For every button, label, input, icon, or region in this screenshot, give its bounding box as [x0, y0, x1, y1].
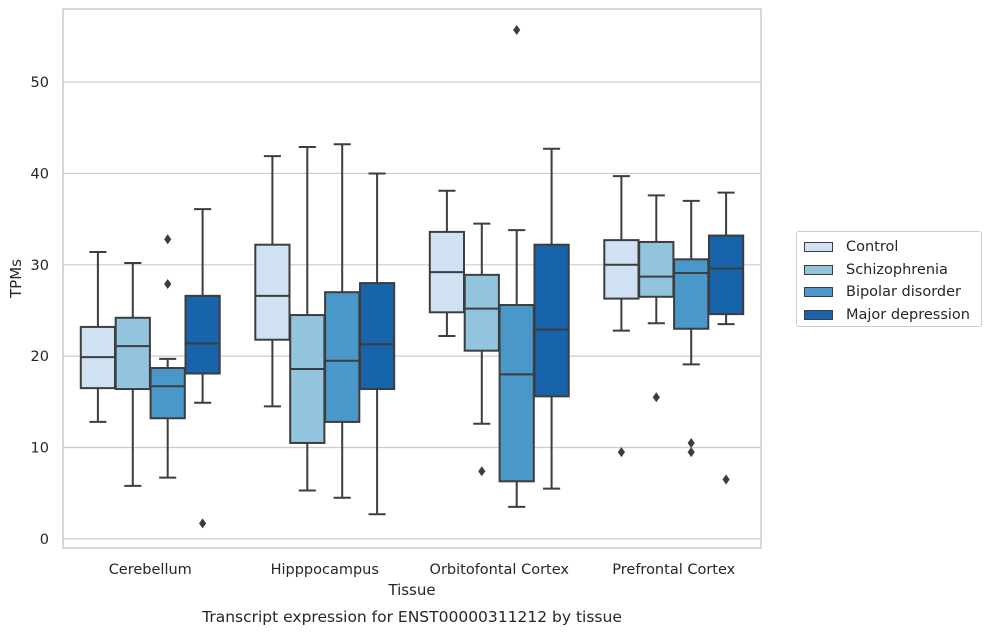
- y-tick-label: 40: [31, 166, 49, 182]
- box-iqr: [673, 258, 710, 330]
- plot-frame: [62, 8, 762, 549]
- grid-lines: [63, 81, 761, 540]
- legend-swatch: [804, 309, 833, 320]
- box-iqr: [114, 316, 151, 391]
- y-axis-label: TPMs: [7, 259, 25, 299]
- box-3-3: [707, 191, 745, 485]
- outlier-point: [652, 392, 660, 403]
- legend-label: Schizophrenia: [846, 261, 948, 278]
- legend-item: Bipolar disorder: [804, 281, 981, 304]
- outlier-point: [513, 25, 521, 36]
- y-tick-label: 10: [31, 441, 49, 457]
- box-iqr: [498, 303, 535, 483]
- box-2-2: [498, 25, 535, 508]
- legend-item: Major depression: [804, 304, 981, 327]
- legend-label: Major depression: [846, 306, 970, 323]
- x-tick-label: Hipppocampus: [271, 562, 379, 578]
- box-1-2: [324, 143, 361, 499]
- box-3-2: [673, 199, 710, 458]
- outlier-point: [478, 466, 486, 477]
- legend-label: Bipolar disorder: [846, 284, 961, 301]
- box-0-3: [184, 208, 221, 529]
- y-tick-label: 20: [31, 349, 49, 365]
- legend-swatch: [804, 287, 833, 298]
- box-1-1: [289, 145, 326, 492]
- box-iqr: [603, 239, 640, 300]
- box-0-2: [149, 234, 186, 479]
- box-2-0: [428, 189, 466, 338]
- x-tick-label: Prefrontal Cortex: [612, 562, 735, 578]
- y-tick-labels: 0 10 20 30 40 50: [31, 75, 49, 548]
- box-0-1: [114, 261, 151, 487]
- x-tick-labels: Cerebellum Hipppocampus Orbitofontal Corte…: [109, 562, 736, 578]
- legend: Control Schizophrenia Bipolar disorder Majo…: [796, 231, 982, 327]
- box-2-1: [463, 222, 500, 477]
- legend-swatch: [804, 242, 833, 253]
- y-tick-label: 0: [40, 532, 49, 548]
- box-iqr: [707, 234, 745, 316]
- box-1-3: [358, 172, 396, 516]
- box-iqr: [324, 291, 361, 423]
- box-1-0: [254, 155, 291, 408]
- box-layer: [79, 25, 745, 529]
- x-tick-label: Orbitofontal Cortex: [430, 562, 570, 578]
- x-axis-label: Tissue: [387, 581, 435, 599]
- box-iqr: [149, 367, 186, 420]
- box-iqr: [289, 314, 326, 444]
- box-iqr: [358, 282, 396, 391]
- box-3-0: [603, 175, 640, 458]
- box-iqr: [533, 243, 570, 398]
- y-tick-label: 30: [31, 258, 49, 274]
- outlier-point: [164, 278, 172, 289]
- x-tick-label: Cerebellum: [109, 562, 192, 578]
- legend-swatch: [804, 264, 833, 275]
- box-2-3: [533, 147, 570, 490]
- outlier-point: [617, 447, 625, 458]
- outlier-point: [722, 474, 730, 485]
- box-iqr: [463, 273, 500, 352]
- outlier-point: [199, 518, 207, 529]
- box-iqr: [184, 294, 221, 375]
- legend-label: Control: [846, 239, 899, 256]
- chart-title: Transcript expression for ENST0000031121…: [201, 608, 622, 626]
- legend-item: Control: [804, 236, 981, 259]
- y-tick-label: 50: [31, 75, 49, 91]
- legend-item: Schizophrenia: [804, 259, 981, 282]
- outlier-point: [164, 234, 172, 245]
- box-iqr: [254, 243, 291, 341]
- box-0-0: [79, 251, 117, 423]
- box-iqr: [638, 240, 675, 298]
- outlier-point: [687, 447, 695, 458]
- box-3-1: [638, 194, 675, 403]
- outlier-point: [687, 437, 695, 448]
